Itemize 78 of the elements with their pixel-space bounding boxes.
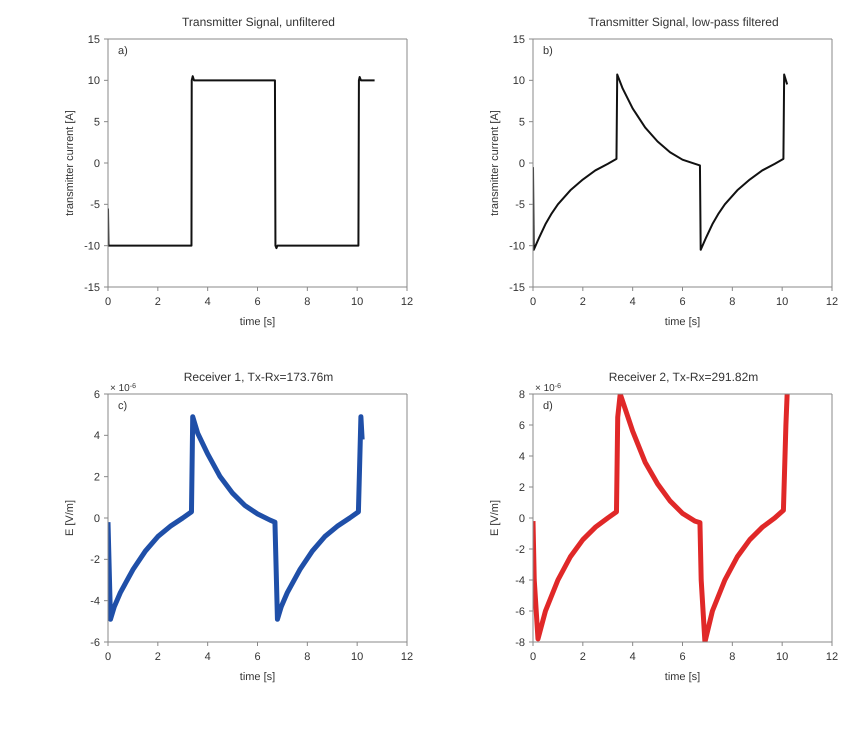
y-tick-label: 15 (512, 34, 525, 46)
x-tick-label: 12 (826, 650, 838, 663)
x-tick-label: 10 (776, 296, 788, 308)
chart-title: Transmitter Signal, unfiltered (182, 15, 335, 29)
line-series (533, 74, 788, 251)
x-tick-label: 4 (204, 296, 211, 308)
y-tick-label: 4 (94, 430, 100, 442)
x-tick-label: 8 (729, 296, 736, 308)
x-tick-label: 6 (679, 650, 686, 663)
chart-title: Transmitter Signal, low-pass filtered (588, 15, 779, 29)
y-tick-label: 5 (518, 116, 525, 129)
x-tick-label: 6 (254, 650, 261, 663)
y-tick-label: -4 (515, 574, 525, 587)
x-tick-label: 8 (729, 650, 736, 663)
y-axis-title: E [V/m] (64, 500, 76, 536)
x-axis-title: time [s] (664, 316, 700, 328)
x-tick-label: 10 (776, 650, 788, 663)
y-axis-title: E [V/m] (488, 500, 501, 536)
y-tick-label: -2 (90, 554, 100, 566)
y-tick-label: 8 (518, 388, 525, 401)
x-tick-label: 6 (254, 296, 261, 308)
y-tick-label: 0 (94, 158, 100, 170)
y-tick-label: -5 (90, 199, 100, 212)
y-tick-label: 5 (94, 116, 100, 129)
x-tick-label: 2 (580, 296, 586, 308)
y-tick-label: -8 (515, 636, 525, 649)
annotation: a) (118, 45, 128, 57)
x-tick-label: 8 (304, 296, 310, 308)
y-tick-label: -2 (515, 544, 525, 556)
x-axis-title: time [s] (240, 316, 276, 328)
x-tick-label: 10 (351, 296, 364, 308)
y-tick-label: 0 (94, 512, 100, 525)
x-tick-label: 8 (304, 650, 310, 663)
y-tick-label: 0 (518, 512, 525, 525)
x-axis-title: time [s] (240, 671, 276, 683)
y-tick-label: -6 (90, 636, 100, 649)
y-tick-label: 4 (518, 450, 525, 463)
y-tick-label: 10 (512, 75, 525, 88)
text: × 10$^{-6}$ (110, 382, 136, 394)
x-tick-label: 12 (826, 296, 838, 308)
x-axis-title: time [s] (664, 671, 700, 683)
y-axis-title: transmitter current [A] (488, 110, 501, 216)
chart-title: Receiver 2, Tx-Rx=291.82m (608, 370, 758, 384)
x-tick-label: 4 (630, 296, 636, 308)
x-tick-label: 6 (679, 296, 686, 308)
x-tick-label: 2 (154, 296, 161, 308)
y-tick-label: 2 (518, 482, 525, 494)
y-tick-label: -10 (509, 240, 525, 253)
y-tick-label: -5 (515, 199, 525, 212)
y-tick-label: 2 (94, 472, 100, 484)
x-tick-label: 12 (400, 296, 414, 308)
x-tick-label: 0 (530, 650, 536, 663)
annotation: d) (543, 400, 553, 412)
x-tick-label: 0 (104, 296, 112, 308)
x-tick-label: 0 (104, 650, 112, 663)
y-tick-label: 15 (88, 34, 100, 46)
y-tick-label: 0 (518, 158, 525, 170)
y-tick-label: -6 (515, 606, 525, 618)
y-axis-title: transmitter current [A] (64, 110, 76, 216)
annotation: b) (543, 45, 553, 57)
line-series (108, 75, 376, 250)
y-tick-label: 10 (88, 75, 100, 88)
chart-title: Receiver 1, Tx-Rx=173.76m (184, 370, 334, 384)
x-tick-label: 10 (351, 650, 364, 663)
x-tick-label: 12 (400, 650, 414, 663)
annotation: × 10$^{-6}$ (535, 382, 562, 394)
y-tick-label: -4 (90, 596, 100, 608)
y-tick-label: 6 (518, 420, 525, 432)
y-tick-label: -15 (84, 282, 100, 294)
y-tick-label: -10 (84, 240, 100, 253)
x-tick-label: 4 (630, 650, 636, 663)
y-tick-label: -15 (509, 282, 525, 294)
x-tick-label: 2 (580, 650, 586, 663)
x-tick-label: 4 (204, 650, 211, 663)
x-tick-label: 2 (154, 650, 161, 663)
y-tick-label: 6 (94, 388, 100, 401)
annotation: c) (118, 400, 128, 412)
x-tick-label: 0 (530, 296, 536, 308)
